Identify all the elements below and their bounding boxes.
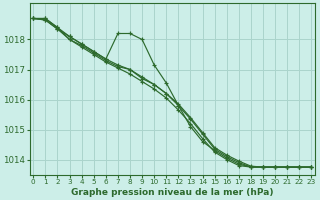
X-axis label: Graphe pression niveau de la mer (hPa): Graphe pression niveau de la mer (hPa) [71, 188, 274, 197]
